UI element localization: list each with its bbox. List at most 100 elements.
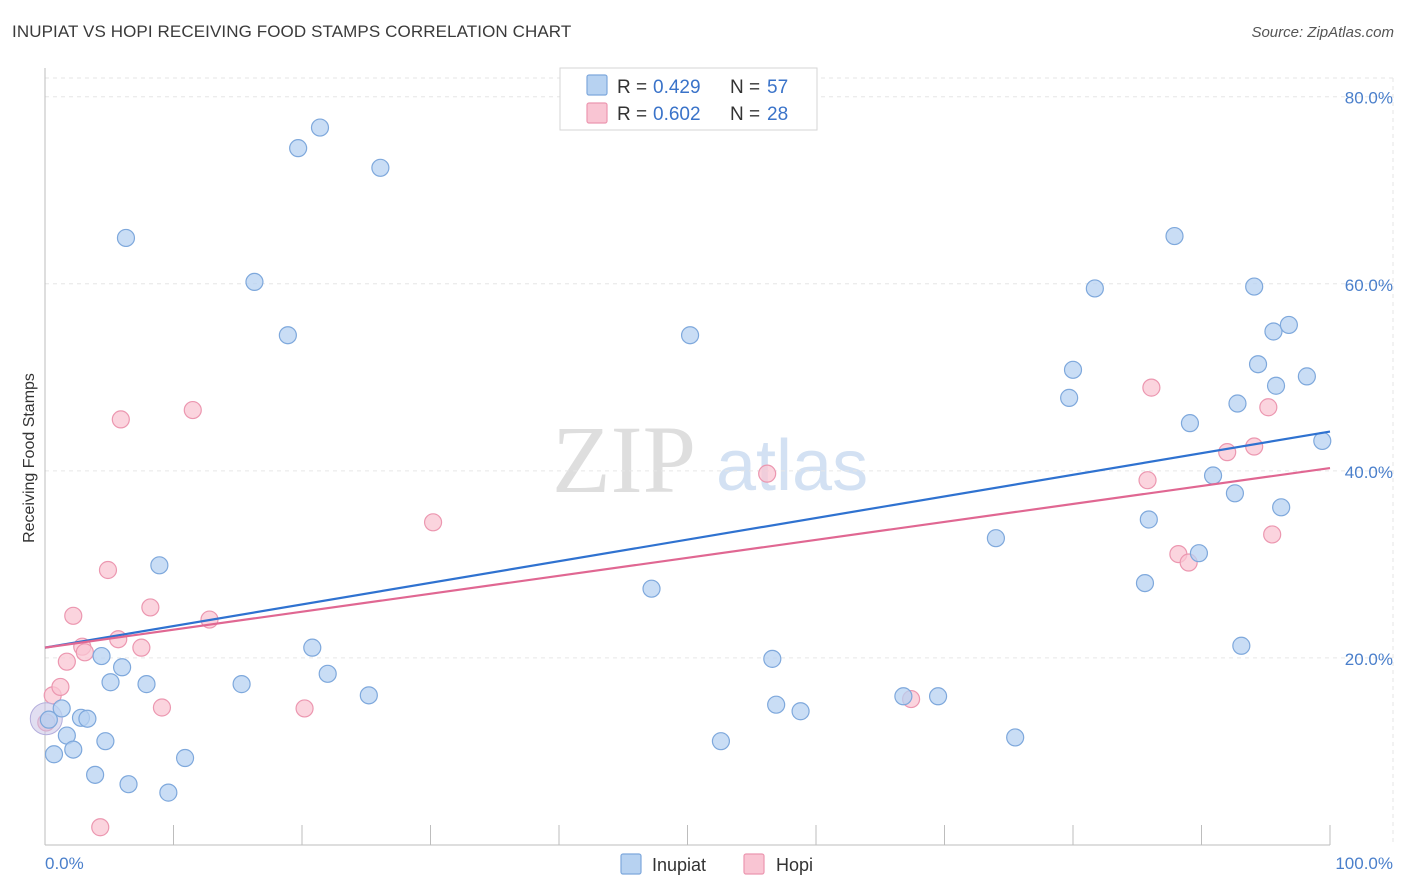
- hopi-n-label: N =: [730, 104, 760, 125]
- inupiat-point: [1225, 484, 1245, 503]
- inupiat-point: [1232, 636, 1251, 655]
- inupiat-point: [92, 646, 111, 666]
- hopi-point: [152, 698, 172, 717]
- inupiat-point: [78, 709, 97, 728]
- hopi-point: [1259, 398, 1278, 417]
- watermark-zip: ZIP: [552, 406, 696, 513]
- inupiat-n-label: N =: [730, 77, 760, 98]
- hopi-point: [423, 513, 443, 532]
- hopi-point: [1138, 471, 1157, 490]
- hopi-point: [51, 677, 70, 697]
- inupiat-point: [1228, 394, 1247, 413]
- inupiat-point: [1264, 322, 1283, 341]
- inupiat-point: [39, 710, 58, 729]
- inupiat-point: [52, 699, 71, 718]
- inupiat-point: [928, 687, 948, 706]
- inupiat-point: [137, 675, 156, 694]
- chart-title: INUPIAT VS HOPI RECEIVING FOOD STAMPS CO…: [12, 22, 572, 41]
- inupiat-point: [150, 556, 169, 575]
- inupiat-point: [371, 158, 390, 177]
- watermark-atlas: atlas: [716, 426, 868, 506]
- y-axis-label: Receiving Food Stamps: [21, 373, 38, 543]
- inupiat-point: [1272, 498, 1291, 517]
- inupiat-point: [1203, 466, 1223, 485]
- inupiat-point: [232, 675, 251, 694]
- inupiat-point: [159, 783, 178, 802]
- inupiat-point: [86, 765, 105, 784]
- inupiat-r-label: R =: [617, 77, 647, 98]
- inupiat-trend-line: [44, 430, 1331, 649]
- inupiat-point: [894, 687, 913, 706]
- inupiat-point: [642, 579, 661, 598]
- watermark: ZIP atlas: [552, 406, 868, 513]
- inupiat-point: [245, 272, 264, 292]
- hopi-point: [295, 699, 314, 718]
- hopi-swatch: [586, 102, 608, 124]
- inupiat-point: [318, 664, 337, 683]
- inupiat-point: [1139, 510, 1158, 529]
- inupiat-swatch: [586, 74, 608, 96]
- stats-legend: R = 0.429 N = 57 R = 0.602 N = 28: [559, 67, 818, 131]
- y-tick-label: 20.0%: [1345, 650, 1393, 669]
- inupiat-point: [1135, 573, 1155, 593]
- inupiat-point: [1165, 226, 1184, 246]
- hopi-point: [1263, 525, 1282, 544]
- inupiat-point: [791, 702, 810, 721]
- trend-lines: [44, 430, 1331, 649]
- legend-inupiat-swatch: [620, 853, 642, 875]
- inupiat-n-value: 57: [767, 77, 788, 98]
- inupiat-point: [289, 139, 308, 158]
- inupiat-point: [101, 673, 120, 692]
- hopi-r-value: 0.602: [653, 104, 701, 125]
- hopi-r-label: R =: [617, 104, 647, 125]
- inupiat-point: [767, 695, 786, 714]
- inupiat-point: [1063, 360, 1083, 379]
- hopi-point: [1245, 437, 1264, 456]
- x-tick-labels: 0.0% 100.0%: [45, 854, 1393, 873]
- inupiat-point: [278, 326, 297, 345]
- x-tick-label-start: 0.0%: [45, 854, 84, 873]
- inupiat-point: [1006, 728, 1025, 747]
- inupiat-point: [763, 649, 782, 668]
- inupiat-point: [359, 686, 378, 705]
- hopi-point: [91, 818, 110, 837]
- y-tick-labels: 20.0% 40.0% 60.0% 80.0%: [1345, 89, 1393, 669]
- inupiat-point: [1180, 414, 1200, 433]
- hopi-point: [111, 410, 130, 429]
- hopi-point: [64, 606, 83, 625]
- hopi-n-value: 28: [767, 104, 788, 125]
- inupiat-point: [44, 745, 64, 764]
- inupiat-point: [1297, 367, 1316, 386]
- y-tick-label: 40.0%: [1345, 463, 1393, 482]
- hopi-point: [98, 560, 118, 580]
- hopi-point: [57, 652, 76, 671]
- inupiat-point: [680, 326, 700, 345]
- hopi-point: [141, 598, 160, 617]
- inupiat-point: [1085, 279, 1104, 298]
- inupiat-point: [711, 732, 731, 751]
- inupiat-point: [119, 775, 138, 794]
- inupiat-point: [1279, 315, 1298, 335]
- inupiat-point: [1060, 388, 1079, 407]
- inupiat-point: [112, 658, 132, 677]
- hopi-point: [758, 464, 777, 483]
- legend-hopi-swatch: [743, 853, 765, 875]
- hopi-point: [75, 643, 94, 662]
- inupiat-point: [986, 529, 1006, 548]
- legend-hopi-label: Hopi: [776, 855, 813, 875]
- hopi-point: [1142, 378, 1161, 397]
- inupiat-point: [1189, 544, 1209, 563]
- inupiat-point: [1266, 376, 1286, 395]
- hopi-trend-line: [44, 466, 1331, 649]
- inupiat-point: [175, 748, 195, 768]
- y-tick-label: 80.0%: [1345, 89, 1393, 108]
- inupiat-point: [303, 638, 322, 657]
- series-inupiat-points: [39, 118, 1332, 802]
- inupiat-point: [1245, 277, 1264, 296]
- hopi-point: [132, 638, 151, 657]
- inupiat-point: [310, 118, 330, 137]
- inupiat-point: [96, 732, 115, 751]
- y-tick-label: 60.0%: [1345, 276, 1393, 295]
- hopi-point: [183, 400, 202, 420]
